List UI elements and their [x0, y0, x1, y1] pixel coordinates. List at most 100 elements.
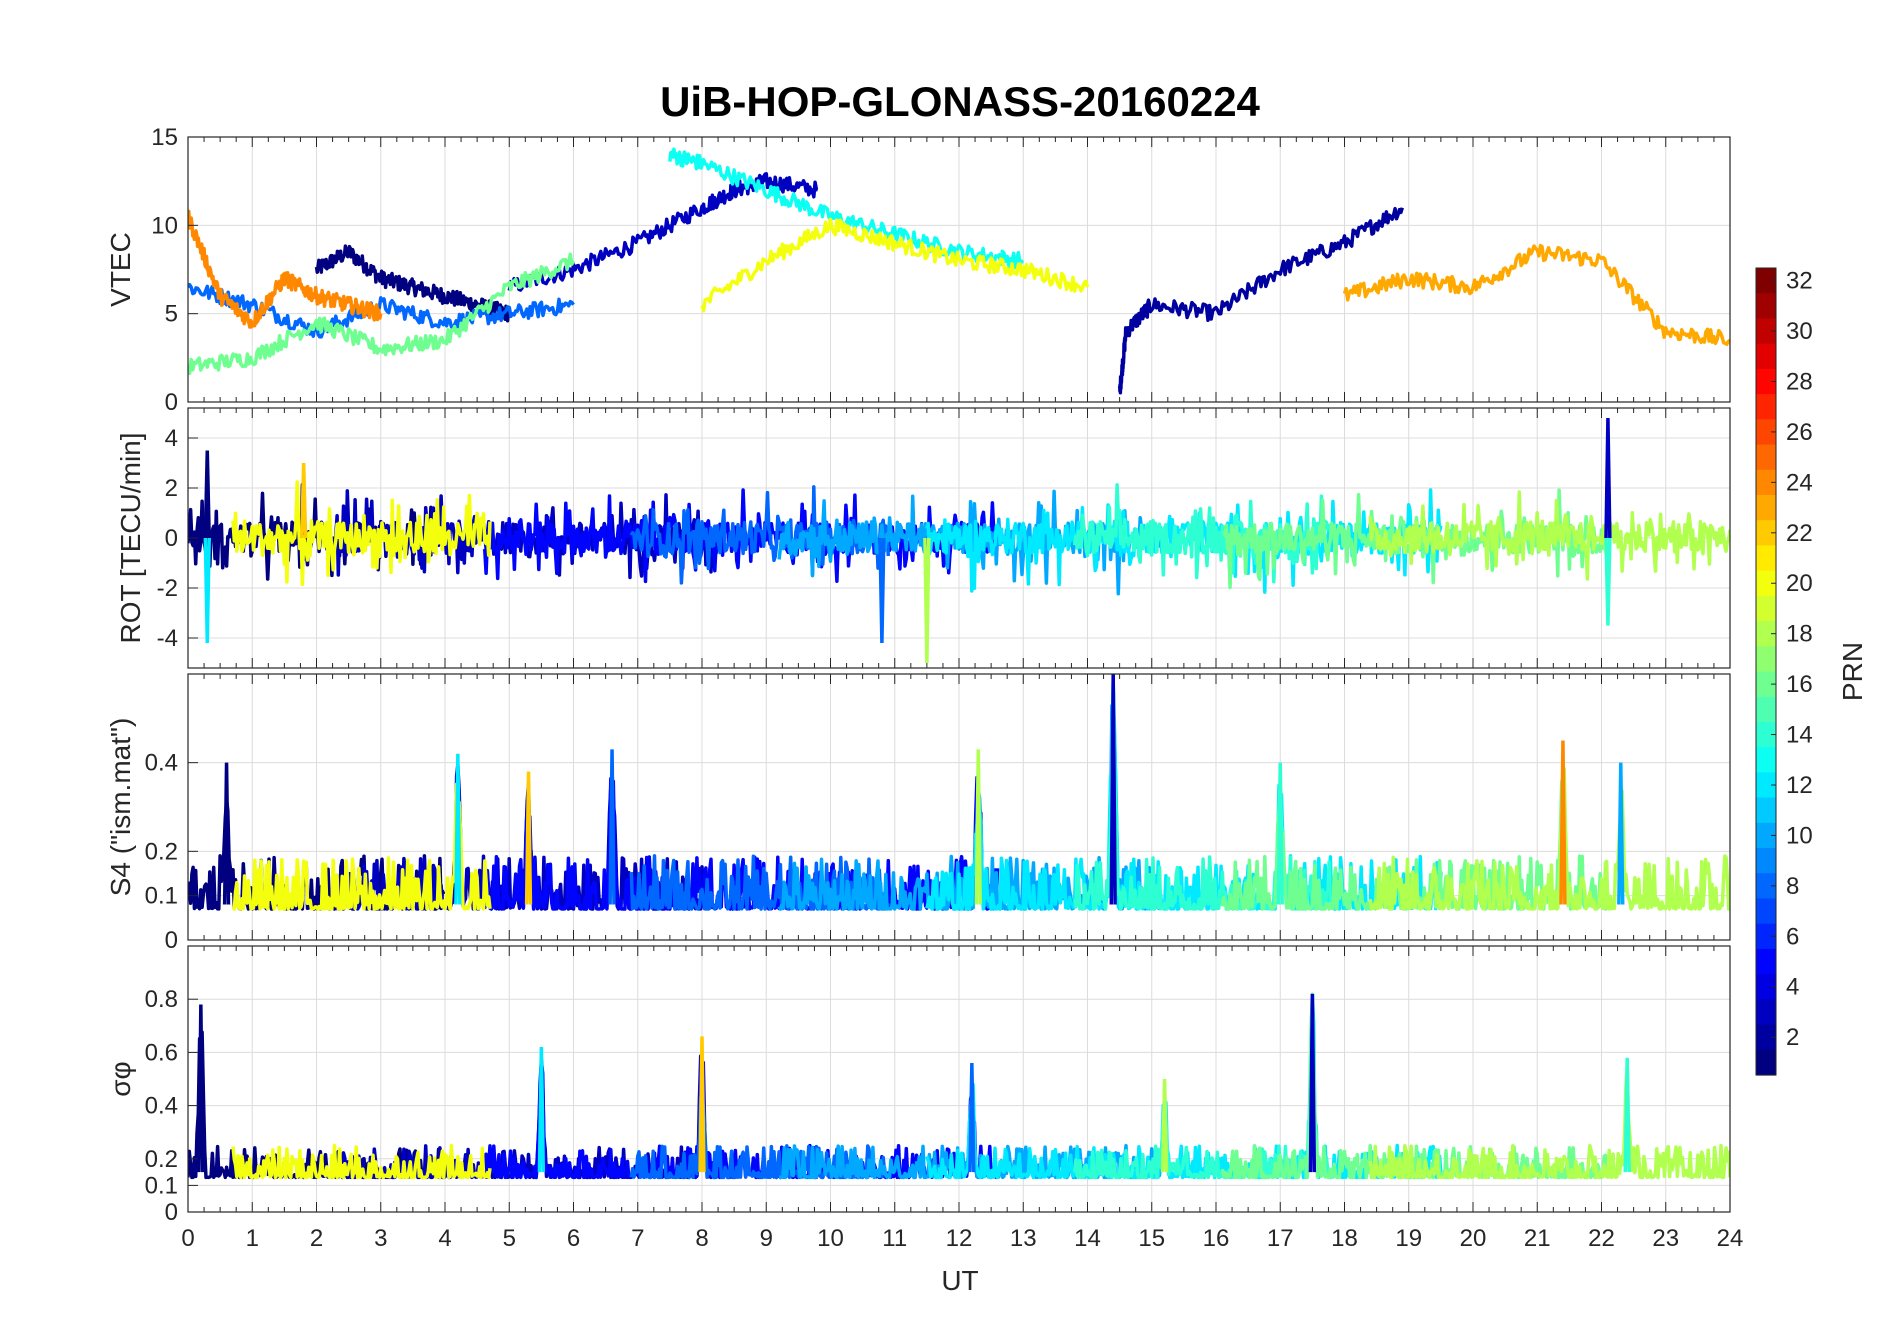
x-tick-label: 20	[1460, 1225, 1487, 1252]
colorbar-segment	[1756, 948, 1776, 975]
x-tick-label: 5	[503, 1225, 516, 1252]
y-axis-label: σφ	[105, 1061, 136, 1096]
y-axis-label: ROT [TECU/min]	[115, 432, 146, 643]
peak-mark	[222, 762, 231, 905]
colorbar-segment	[1756, 394, 1776, 420]
x-tick-label: 4	[438, 1225, 451, 1252]
x-tick-label: 17	[1267, 1225, 1294, 1252]
y-tick-label: -2	[157, 575, 178, 602]
colorbar-segment	[1756, 444, 1776, 471]
colorbar-segment	[1756, 696, 1776, 723]
colorbar-segment	[1756, 595, 1776, 622]
peak-mark	[1308, 993, 1317, 1173]
y-tick-label: 0	[165, 927, 178, 954]
colorbar-segment	[1756, 318, 1776, 345]
colorbar-segment	[1756, 621, 1776, 647]
peak-mark	[698, 1036, 706, 1173]
traces	[188, 674, 1730, 911]
peak-mark	[203, 450, 211, 539]
colorbar-tick-label: 30	[1786, 318, 1813, 345]
y-tick-label: 0.4	[145, 750, 178, 777]
colorbar-segment	[1756, 898, 1776, 925]
colorbar-segment	[1756, 822, 1776, 849]
x-axis-label: UT	[941, 1265, 978, 1296]
colorbar-segment	[1756, 772, 1776, 799]
y-tick-label: 0.8	[145, 986, 178, 1013]
colorbar-segment	[1756, 671, 1776, 698]
colorbar-tick-label: 2	[1786, 1024, 1799, 1051]
colorbar-segment	[1756, 747, 1776, 773]
colorbar-tick-label: 6	[1786, 923, 1799, 950]
peak-mark	[968, 1063, 976, 1173]
colorbar-segment	[1756, 520, 1776, 547]
colorbar-segment	[1756, 419, 1776, 446]
colorbar-segment	[1756, 1024, 1776, 1051]
peak-mark	[537, 1047, 546, 1173]
series-line-6	[925, 680, 1443, 911]
y-axis-label: S4 ("ism.mat")	[105, 718, 136, 897]
colorbar-tick-label: 22	[1786, 520, 1813, 547]
y-tick-label: 2	[165, 475, 178, 502]
panel-1: 0 5 10 15 VTEC	[105, 124, 1731, 416]
chart-title: UiB-HOP-GLONASS-20160224	[660, 78, 1260, 125]
x-tick-label: 21	[1524, 1225, 1551, 1252]
x-tick-label: 24	[1717, 1225, 1744, 1252]
colorbar-segment	[1756, 469, 1776, 496]
peak-mark	[878, 537, 886, 644]
colorbar-segment	[1756, 999, 1776, 1026]
x-tick-label: 6	[567, 1225, 580, 1252]
peak-mark	[1604, 417, 1612, 539]
series-line-10	[231, 480, 492, 587]
colorbar-tick-label: 10	[1786, 822, 1813, 849]
x-tick-label: 11	[882, 1225, 907, 1252]
peak-mark	[974, 749, 982, 905]
x-tick-label: 23	[1652, 1225, 1679, 1252]
colorbar-segment	[1756, 974, 1776, 1000]
series-line-3	[1117, 206, 1404, 395]
x-tick-label: 0	[181, 1225, 194, 1252]
colorbar-segment	[1756, 873, 1776, 900]
gridlines	[187, 136, 1731, 403]
series-line-9	[1368, 1065, 1730, 1180]
tick-marks	[187, 674, 1731, 941]
colorbar-segment	[1756, 343, 1776, 370]
y-tick-label: 5	[165, 301, 178, 328]
peak-mark	[1276, 762, 1284, 905]
colorbar-segment	[1756, 797, 1776, 824]
y-tick-label: 15	[151, 124, 178, 151]
series-line-9	[188, 209, 383, 329]
colorbar-label: PRN	[1837, 642, 1868, 701]
traces	[188, 992, 1730, 1180]
series-line-4	[188, 282, 575, 339]
colorbar-tick-label: 4	[1786, 974, 1799, 1001]
y-tick-label: 0.2	[145, 838, 178, 865]
series-line-8	[1342, 243, 1730, 347]
x-tick-label: 1	[246, 1225, 259, 1252]
colorbar-tick-label: 32	[1786, 268, 1813, 295]
y-tick-label: 0.2	[145, 1146, 178, 1173]
colorbar-segment	[1756, 494, 1776, 521]
series-line-10	[231, 782, 492, 911]
series-line-1	[314, 244, 511, 323]
series-line-9	[1368, 767, 1730, 911]
peak-mark	[299, 462, 308, 539]
y-tick-label: 0.1	[145, 1172, 178, 1199]
peak-mark	[524, 771, 533, 905]
series-line-9	[1368, 490, 1730, 581]
colorbar-segment	[1756, 1049, 1776, 1076]
colorbar-segment	[1756, 545, 1776, 572]
peak-mark	[1109, 674, 1117, 905]
traces	[188, 147, 1730, 395]
y-tick-label: -4	[157, 625, 178, 652]
x-tick-label: 12	[946, 1225, 973, 1252]
x-tick-label: 3	[374, 1225, 387, 1252]
peak-mark	[1623, 1057, 1631, 1173]
panel-2: -4 -2 0 2 4 ROT [TECU/min]	[115, 407, 1731, 669]
y-tick-label: 0.1	[145, 883, 178, 910]
series-line-4	[629, 1095, 889, 1180]
colorbar-tick-label: 26	[1786, 419, 1813, 446]
